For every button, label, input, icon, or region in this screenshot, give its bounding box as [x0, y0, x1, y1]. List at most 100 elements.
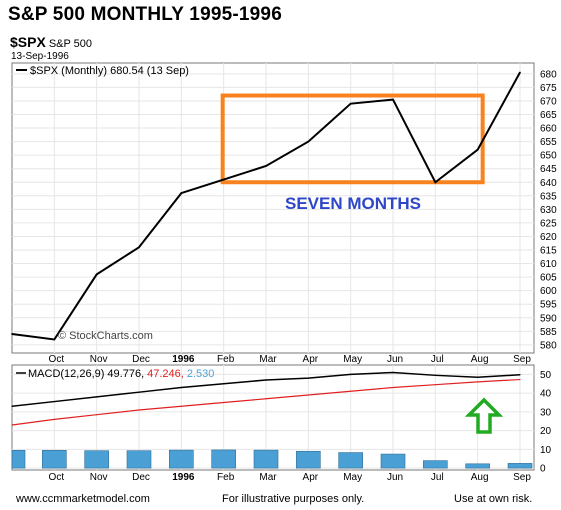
macd-point: [11, 405, 13, 407]
price-y-tick-label: 650: [540, 151, 557, 162]
macd-histogram-bar: [169, 449, 194, 469]
price-x-tick-label: Jul: [431, 354, 444, 365]
price-point: [265, 165, 267, 167]
macd-histogram-bar: [296, 450, 321, 469]
stockcharts-watermark: © StockCharts.com: [58, 330, 153, 342]
macd-legend: MACD(12,26,9) 49.776, 47.246, 2.530: [28, 368, 214, 380]
macd-x-axis: Oct Nov Dec 1996 Feb Mar Apr May Jun Jul Aug Sep: [49, 472, 532, 483]
signal-point: [180, 405, 182, 407]
macd-x-tick-label: 1996: [172, 472, 195, 483]
price-point: [53, 338, 56, 341]
price-x-tick-label: Aug: [471, 354, 489, 365]
price-point: [138, 246, 140, 249]
macd-x-tick-label: Aug: [471, 472, 489, 483]
seven-months-annotation: SEVEN MONTHS: [285, 194, 421, 213]
macd-histogram: [11, 449, 533, 469]
price-y-axis: 580 585 590 595 600 605 610 615 620 625 630 635 640 6…: [540, 69, 557, 351]
price-y-tick-label: 665: [540, 110, 557, 121]
price-y-tick-label: 600: [540, 286, 557, 297]
price-y-tick-label: 595: [540, 300, 557, 311]
macd-points: [11, 371, 521, 426]
macd-point: [180, 386, 182, 389]
price-point: [222, 178, 225, 181]
macd-histogram-bar: [380, 453, 406, 469]
signal-point: [434, 384, 436, 386]
price-y-tick-label: 640: [540, 178, 557, 189]
price-y-tick-label: 635: [540, 191, 557, 202]
price-gridlines: [12, 63, 534, 353]
footer-risk-note: Use at own risk.: [454, 493, 533, 505]
price-point: [95, 273, 98, 276]
signal-point: [223, 402, 225, 403]
macd-x-tick-label: May: [343, 472, 362, 483]
macd-point: [307, 377, 309, 379]
price-y-tick-label: 615: [540, 246, 557, 257]
price-y-tick-label: 585: [540, 327, 557, 338]
macd-y-tick-label: 20: [540, 426, 552, 437]
footer-website: www.ccmmarketmodel.com: [16, 493, 150, 505]
footer-disclaimer: For illustrative purposes only.: [222, 493, 365, 505]
price-y-tick-label: 625: [540, 218, 557, 229]
macd-point: [223, 383, 225, 385]
price-panel-frame: [11, 62, 535, 354]
macd-x-tick-label: Apr: [303, 472, 319, 483]
price-x-tick-label: Oct: [49, 354, 65, 365]
chart-title: S&P 500 MONTHLY 1995-1996: [8, 4, 282, 25]
price-point: [519, 71, 521, 74]
price-x-axis: Oct Nov Dec 1996 Feb Mar Apr May Jun Jul Aug Sep: [49, 354, 532, 365]
macd-histogram-bar: [126, 450, 152, 469]
macd-x-tick-label: Feb: [217, 472, 235, 483]
price-y-tick-label: 580: [540, 340, 557, 351]
macd-point: [519, 374, 521, 376]
macd-histogram-bar: [465, 463, 490, 469]
price-point: [349, 102, 352, 105]
ticker-symbol: $SPX: [10, 34, 46, 50]
price-x-tick-label: Sep: [513, 354, 531, 365]
price-point: [307, 140, 310, 143]
price-point: [434, 181, 437, 184]
macd-point: [265, 379, 267, 381]
price-x-tick-label: Jun: [387, 354, 403, 365]
macd-histogram-bar: [42, 450, 67, 469]
signal-legend-value: 47.246,: [147, 368, 184, 380]
macd-histogram-bar: [338, 452, 363, 469]
price-y-tick-label: 610: [540, 259, 557, 270]
price-x-tick-label: May: [343, 354, 362, 365]
signal-point: [265, 398, 267, 400]
macd-point: [350, 373, 352, 375]
price-y-tick-label: 680: [540, 69, 557, 80]
macd-histogram-bar: [423, 460, 448, 469]
price-x-tick-label: Dec: [132, 354, 150, 365]
macd-y-tick-label: 10: [540, 445, 552, 456]
price-x-tick-label: 1996: [172, 354, 195, 365]
macd-histogram-bar: [211, 449, 236, 469]
macd-y-tick-label: 40: [540, 389, 552, 400]
macd-x-tick-label: Mar: [259, 472, 277, 483]
price-x-tick-label: Mar: [259, 354, 277, 365]
macd-y-axis: 0 10 20 30 40 50: [540, 370, 552, 475]
price-y-tick-label: 675: [540, 83, 557, 94]
macd-point: [53, 400, 55, 403]
symbol-line: $SPX S&P 500: [10, 34, 92, 50]
chart-canvas: 580 585 590 595 600 605 610 615 620 625 630 635 640 6…: [11, 62, 557, 483]
signal-point: [350, 390, 352, 392]
macd-y-tick-label: 30: [540, 407, 552, 418]
macd-legend-label: MACD(12,26,9): [28, 368, 104, 380]
price-y-tick-label: 660: [540, 124, 557, 135]
macd-x-tick-label: Jul: [431, 472, 444, 483]
macd-point: [434, 374, 436, 376]
spx-price-points: [11, 71, 521, 341]
price-y-tick-label: 670: [540, 96, 557, 107]
chart-date: 13-Sep-1996: [11, 51, 69, 62]
ticker-name: S&P 500: [48, 38, 93, 50]
macd-histogram-bar: [253, 449, 279, 469]
macd-x-tick-label: Dec: [132, 472, 150, 483]
macd-point: [477, 376, 479, 378]
signal-point: [519, 379, 521, 381]
macd-y-tick-label: 0: [540, 464, 546, 475]
price-y-tick-label: 645: [540, 164, 557, 175]
signal-point: [138, 409, 140, 411]
price-x-tick-label: Nov: [90, 354, 108, 365]
price-y-tick-label: 630: [540, 205, 557, 216]
price-point: [11, 333, 13, 335]
